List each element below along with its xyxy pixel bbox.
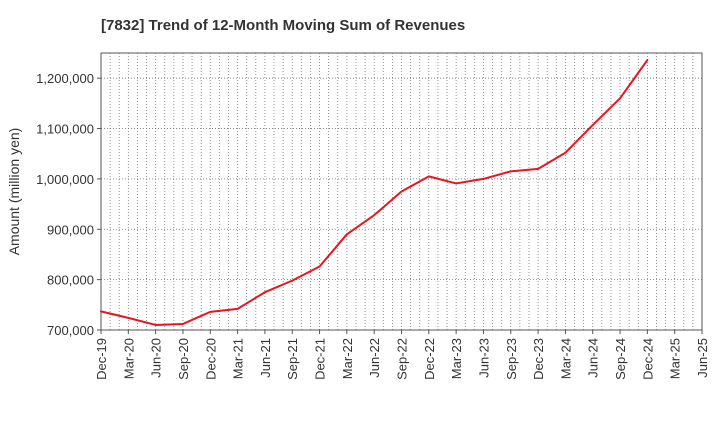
x-tick-label: Sep-24 bbox=[613, 338, 628, 380]
x-tick-label: Sep-20 bbox=[176, 338, 191, 380]
y-tick-label: 1,100,000 bbox=[36, 122, 94, 137]
y-axis-ticks: 700,000 800,000 900,000 1,000,000 1,100,000 1… bbox=[36, 71, 101, 338]
x-tick-label: Mar-23 bbox=[449, 338, 464, 379]
x-tick-label: Sep-23 bbox=[504, 338, 519, 380]
x-tick-label: Jun-25 bbox=[695, 338, 710, 378]
x-tick-label: Jun-24 bbox=[586, 338, 601, 378]
y-axis-label: Amount (million yen) bbox=[6, 128, 22, 256]
x-tick-label: Sep-21 bbox=[285, 338, 300, 380]
x-tick-label: Mar-22 bbox=[340, 338, 355, 379]
x-axis-ticks: Dec-19 Mar-20 Jun-20 Sep-20 Dec-20 Mar-21 Jun-… bbox=[94, 330, 710, 380]
x-tick-label: Jun-23 bbox=[476, 338, 491, 378]
x-tick-label: Mar-21 bbox=[231, 338, 246, 379]
x-tick-label: Dec-21 bbox=[313, 338, 328, 380]
x-tick-label: Mar-24 bbox=[558, 338, 573, 379]
y-tick-label: 1,200,000 bbox=[36, 71, 94, 86]
x-tick-label: Dec-23 bbox=[531, 338, 546, 380]
y-tick-label: 700,000 bbox=[47, 323, 94, 338]
y-tick-label: 900,000 bbox=[47, 222, 94, 237]
x-tick-label: Jun-22 bbox=[367, 338, 382, 378]
x-tick-label: Sep-22 bbox=[395, 338, 410, 380]
grid bbox=[101, 53, 702, 330]
chart-title: [7832] Trend of 12-Month Moving Sum of R… bbox=[101, 17, 465, 34]
y-tick-label: 1,000,000 bbox=[36, 172, 94, 187]
x-tick-label: Mar-20 bbox=[121, 338, 136, 379]
series bbox=[100, 59, 649, 326]
x-tick-label: Dec-24 bbox=[640, 338, 655, 380]
series-line bbox=[100, 59, 649, 326]
x-tick-label: Dec-20 bbox=[203, 338, 218, 380]
x-tick-label: Jun-21 bbox=[258, 338, 273, 378]
x-tick-label: Mar-25 bbox=[668, 338, 683, 379]
x-tick-label: Jun-20 bbox=[149, 338, 164, 378]
y-tick-label: 800,000 bbox=[47, 273, 94, 288]
x-tick-label: Dec-22 bbox=[422, 338, 437, 380]
x-tick-label: Dec-19 bbox=[94, 338, 109, 380]
